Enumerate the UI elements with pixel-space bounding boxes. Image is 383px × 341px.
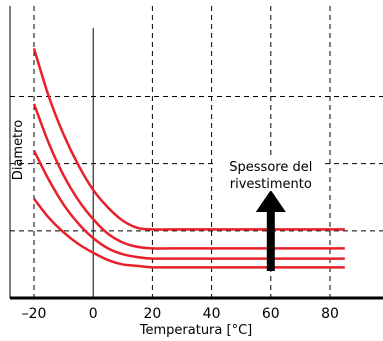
x-tick-label-4: 60: [262, 306, 280, 322]
x-axis-label: Temperatura [°C]: [139, 323, 252, 338]
series-line-3: [32, 149, 345, 260]
x-tick-label-1: 0: [89, 306, 98, 322]
x-tick-label-2: 20: [143, 306, 161, 322]
series-line-1: [32, 47, 345, 231]
series-line-2: [32, 103, 345, 250]
annotation-line-1: Spessore del: [229, 160, 312, 175]
x-tick-label-3: 40: [203, 306, 221, 322]
x-tick-label-0: –20: [22, 306, 47, 322]
tick-label-layer: –20 0 20 40 60 80: [22, 306, 339, 322]
x-tick-label-5: 80: [321, 306, 339, 322]
grid-layer: [10, 6, 383, 298]
annotation-bg-1: [216, 157, 325, 174]
axis-layer: [9, 6, 383, 300]
annotation-bg-2: [216, 174, 325, 191]
arrow-head: [255, 190, 286, 212]
series-line-4: [33, 197, 345, 269]
arrow-shaft: [266, 210, 275, 271]
annotation-line-2: rivestimento: [230, 177, 312, 192]
series-layer: [32, 47, 345, 269]
y-axis-label: Diametro: [11, 120, 26, 180]
annotation-layer: Spessore del rivestimento: [216, 157, 325, 271]
